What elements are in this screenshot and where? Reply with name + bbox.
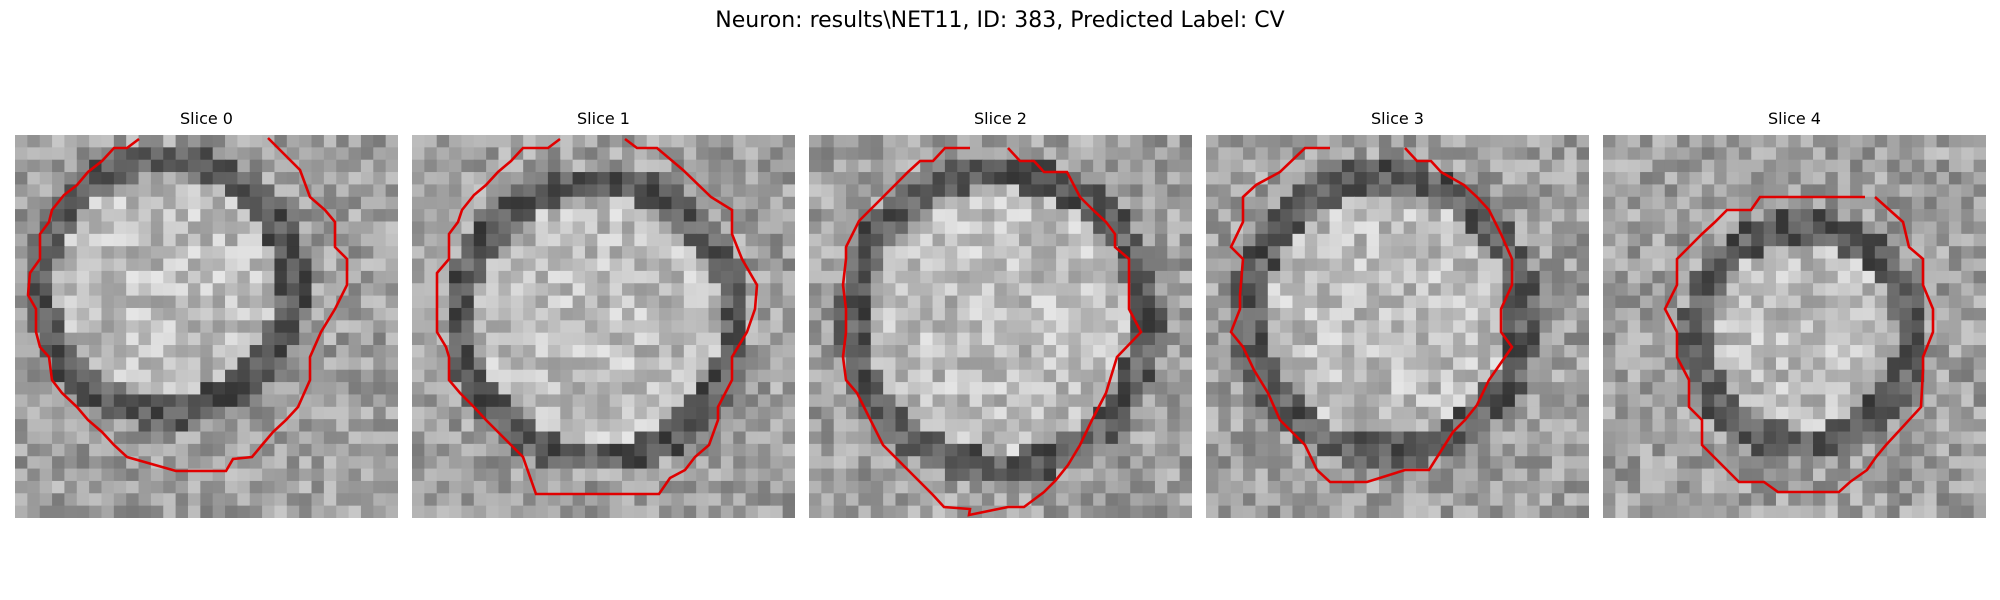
slice-title: Slice 1 xyxy=(577,109,630,128)
pixel-grid xyxy=(1603,135,1986,518)
contour-outline xyxy=(26,137,349,473)
slice-image-3 xyxy=(1206,135,1589,518)
slice-title: Slice 2 xyxy=(974,109,1027,128)
figure-title: Neuron: results\NET11, ID: 383, Predicte… xyxy=(715,8,1285,33)
slice-image-1 xyxy=(412,135,795,518)
slice-image-4 xyxy=(1603,135,1986,518)
slice-title: Slice 4 xyxy=(1768,109,1821,128)
pixel-grid xyxy=(15,135,398,518)
contour-outline xyxy=(1229,146,1514,484)
pixel-grid xyxy=(809,135,1192,518)
slice-title: Slice 3 xyxy=(1371,109,1424,128)
pixel-grid xyxy=(412,135,795,518)
pixel-grid xyxy=(1206,135,1589,518)
contour-outline xyxy=(435,137,759,496)
slice-image-0 xyxy=(15,135,398,518)
contour-outline xyxy=(1663,195,1935,494)
slice-title: Slice 0 xyxy=(180,109,233,128)
slice-image-2 xyxy=(809,135,1192,518)
contour-outline xyxy=(841,146,1143,517)
